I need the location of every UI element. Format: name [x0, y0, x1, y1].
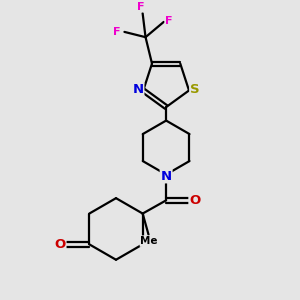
Text: O: O [54, 238, 66, 251]
Text: O: O [189, 194, 200, 207]
Text: N: N [160, 169, 172, 182]
Text: F: F [113, 28, 121, 38]
Text: N: N [132, 83, 143, 96]
Text: S: S [190, 83, 200, 96]
Text: F: F [165, 16, 173, 26]
Text: Me: Me [140, 236, 158, 246]
Text: F: F [137, 2, 145, 12]
